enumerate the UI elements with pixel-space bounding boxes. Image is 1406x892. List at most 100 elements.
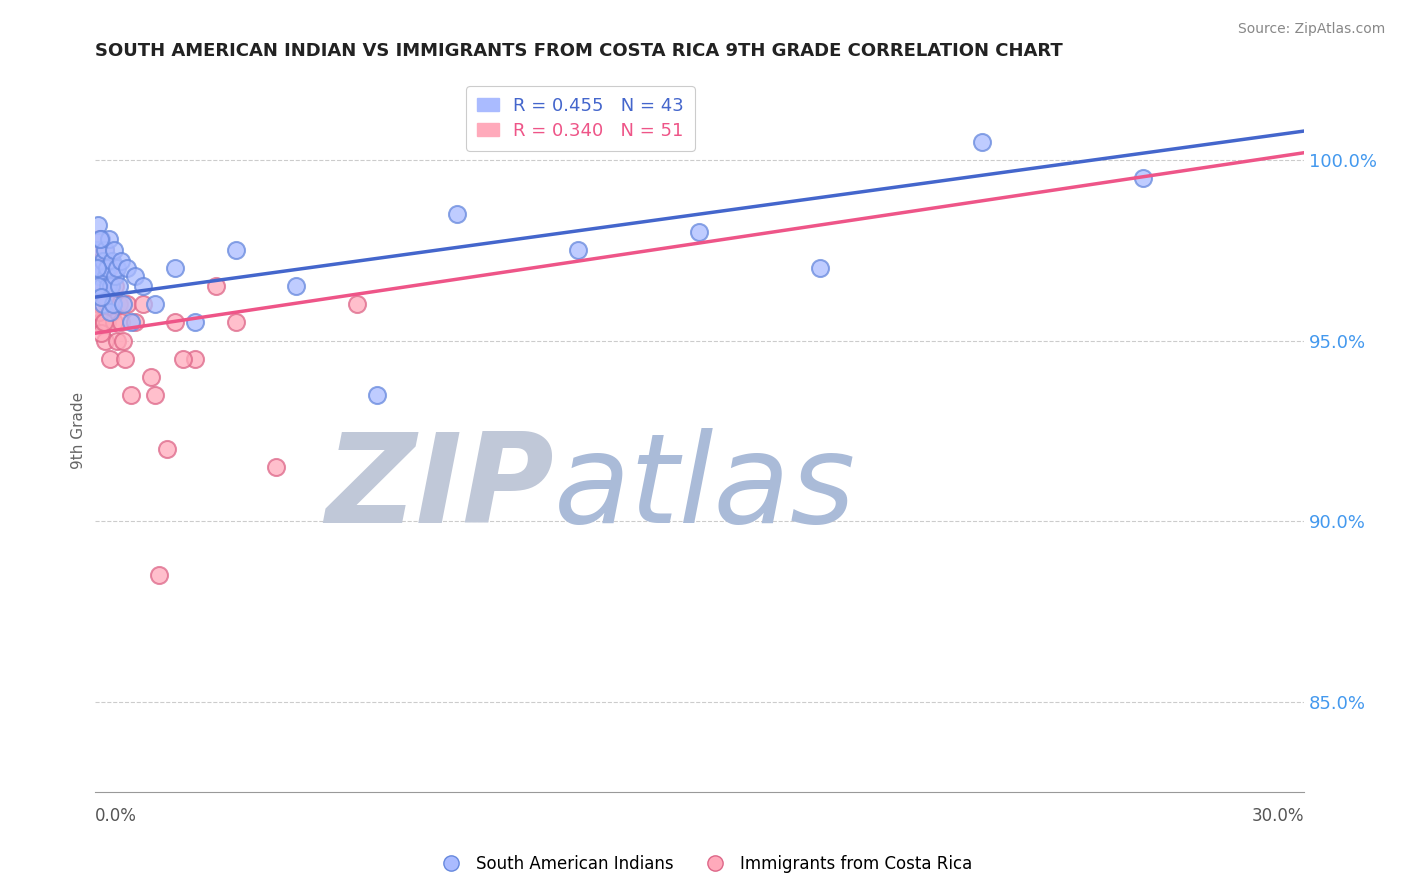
Point [96, 297, 118, 311]
Point [204, 279, 226, 293]
Point [87, 304, 110, 318]
Point [688, 225, 710, 239]
Point [91, 254, 114, 268]
Point [101, 290, 124, 304]
Point [285, 279, 308, 293]
Y-axis label: 9th Grade: 9th Grade [72, 392, 86, 469]
Point [90, 326, 112, 341]
Point [91, 268, 114, 283]
Point [101, 297, 124, 311]
Point [366, 387, 388, 401]
Point [115, 261, 138, 276]
Point [87, 232, 110, 246]
Point [105, 261, 128, 276]
Point [90, 261, 112, 276]
Point [225, 316, 247, 330]
Point [94, 279, 117, 293]
Point [970, 135, 993, 149]
Point [93, 297, 115, 311]
Point [86, 261, 108, 276]
Point [90, 297, 112, 311]
Point [90, 232, 112, 246]
Point [139, 369, 162, 384]
Point [105, 334, 128, 348]
Point [89, 316, 111, 330]
Point [93, 316, 115, 330]
Point [90, 279, 112, 293]
Point [143, 297, 166, 311]
Point [87, 261, 110, 276]
Point [124, 268, 146, 283]
Point [93, 268, 115, 283]
Point [87, 297, 110, 311]
Point [100, 279, 122, 293]
Point [96, 316, 118, 330]
Point [120, 387, 142, 401]
Point [165, 261, 187, 276]
Point [120, 316, 142, 330]
Point [97, 232, 120, 246]
Point [93, 244, 115, 258]
Point [89, 232, 111, 246]
Point [98, 351, 121, 366]
Point [89, 279, 111, 293]
Point [100, 254, 122, 268]
Point [96, 261, 118, 276]
Text: atlas: atlas [554, 428, 856, 549]
Text: Source: ZipAtlas.com: Source: ZipAtlas.com [1237, 22, 1385, 37]
Point [103, 316, 125, 330]
Point [184, 316, 207, 330]
Point [94, 334, 117, 348]
Point [132, 297, 155, 311]
Point [110, 316, 132, 330]
Text: SOUTH AMERICAN INDIAN VS IMMIGRANTS FROM COSTA RICA 9TH GRADE CORRELATION CHART: SOUTH AMERICAN INDIAN VS IMMIGRANTS FROM… [94, 42, 1063, 60]
Point [86, 279, 108, 293]
Point [124, 316, 146, 330]
Point [104, 268, 127, 283]
Legend: R = 0.455   N = 43, R = 0.340   N = 51: R = 0.455 N = 43, R = 0.340 N = 51 [467, 86, 695, 151]
Point [104, 279, 127, 293]
Point [172, 351, 194, 366]
Point [94, 268, 117, 283]
Point [93, 316, 115, 330]
Point [97, 261, 120, 276]
Point [100, 279, 122, 293]
Point [94, 290, 117, 304]
Point [86, 244, 108, 258]
Point [89, 261, 111, 276]
Point [148, 568, 170, 582]
Point [110, 254, 132, 268]
Point [184, 351, 207, 366]
Point [808, 261, 831, 276]
Point [107, 297, 129, 311]
Point [111, 297, 134, 311]
Point [264, 459, 287, 474]
Point [90, 290, 112, 304]
Point [100, 304, 122, 318]
Point [446, 207, 468, 221]
Point [165, 316, 187, 330]
Point [87, 218, 110, 232]
Point [143, 387, 166, 401]
Text: 30.0%: 30.0% [1251, 807, 1305, 825]
Point [346, 297, 368, 311]
Point [91, 268, 114, 283]
Text: ZIP: ZIP [325, 428, 554, 549]
Point [90, 254, 112, 268]
Point [98, 304, 121, 318]
Point [111, 334, 134, 348]
Point [86, 244, 108, 258]
Point [132, 279, 155, 293]
Point [97, 279, 120, 293]
Point [93, 244, 115, 258]
Point [107, 279, 129, 293]
Legend: South American Indians, Immigrants from Costa Rica: South American Indians, Immigrants from … [427, 848, 979, 880]
Point [115, 297, 138, 311]
Point [1132, 171, 1154, 186]
Point [567, 244, 589, 258]
Point [87, 268, 110, 283]
Point [114, 351, 136, 366]
Point [89, 279, 111, 293]
Point [103, 244, 125, 258]
Point [225, 244, 247, 258]
